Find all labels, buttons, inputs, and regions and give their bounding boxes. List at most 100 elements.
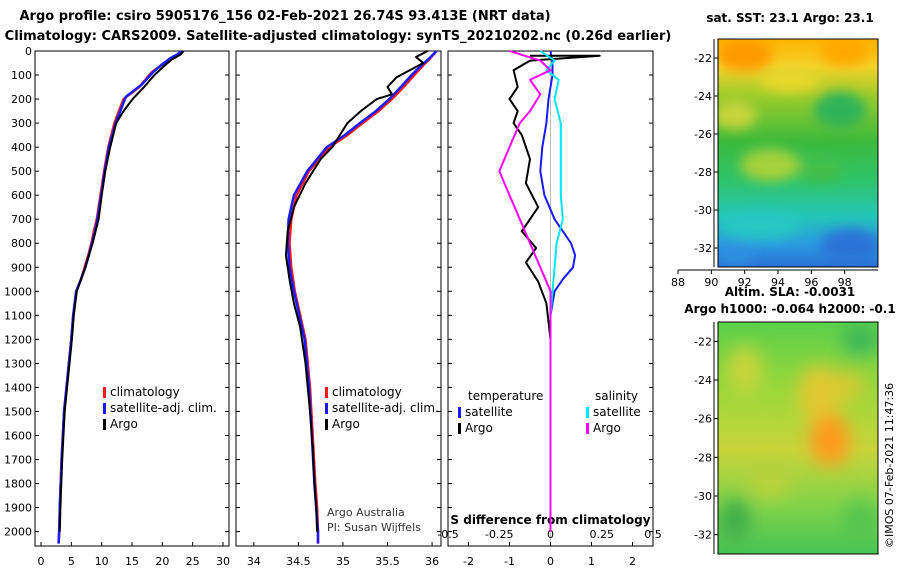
argo-line	[58, 50, 185, 532]
legend-temperature-heading: temperature	[468, 389, 543, 403]
sla-low-blob-1	[842, 324, 878, 356]
salinity-tick-label: -0.5	[437, 528, 458, 541]
sst-map-axes: -22 -24 -26 -28 -30 -32 88 90 92 94 96 98	[671, 39, 878, 289]
depth-tick-label: 0	[25, 45, 32, 58]
x-tick-label: 15	[125, 555, 139, 568]
map-y-tick-label: -28	[694, 166, 712, 179]
depth-tick-label: 500	[11, 165, 32, 178]
depth-tick-label: 1700	[4, 453, 32, 466]
map-y-tick-label: -30	[694, 490, 712, 503]
x-tick-label: 36	[425, 555, 439, 568]
temperature-argo-line	[508, 54, 601, 412]
sla-high-blob-3	[836, 371, 864, 399]
sla-low-blob-2	[719, 498, 751, 542]
legend-sal-argo-label: Argo	[593, 421, 621, 435]
legend-sal-satellite-swatch	[586, 407, 589, 418]
sst-mid-blob-4	[798, 158, 842, 182]
map-y-tick-label: -22	[694, 335, 712, 348]
legend-temp-satellite-label: satellite	[465, 405, 513, 419]
legend-satellite-label: satellite-adj. clim.	[110, 401, 217, 415]
profile-panel-0: 0100200300400500600700800900100011001200…	[4, 45, 230, 568]
legend-argo-swatch	[325, 419, 328, 430]
climatology-line	[288, 50, 438, 544]
depth-tick-label: 1600	[4, 429, 32, 442]
credit-line-1: Argo Australia	[327, 506, 405, 519]
map-x-tick-label: 94	[771, 276, 785, 289]
depth-tick-label: 1200	[4, 333, 32, 346]
x-tick-label: -1	[504, 555, 515, 568]
depth-tick-label: 700	[11, 213, 32, 226]
depth-tick-label: 800	[11, 237, 32, 250]
depth-tick-label: 1400	[4, 381, 32, 394]
sst-warm-blob-1	[718, 39, 773, 71]
map-y-tick-label: -26	[694, 413, 712, 426]
profile-panel-1: 34 34.5 35 35.5 36 climatology satellite-adj. …	[235, 50, 442, 568]
x-tick-label: 25	[186, 555, 200, 568]
sla-map-title: Altim. SLA: -0.0031	[725, 285, 856, 299]
x-tick-label: 30	[216, 555, 230, 568]
sst-cool-blob-2	[820, 229, 878, 261]
x-tick-label: 35	[336, 555, 350, 568]
satellite-line	[57, 49, 183, 544]
legend-argo-swatch	[103, 419, 106, 430]
depth-tick-label: 1900	[4, 502, 32, 515]
map-y-tick-label: -22	[694, 52, 712, 65]
sla-map-frame	[717, 321, 879, 555]
sst-cool-blob-1	[720, 211, 800, 239]
sla-mid-blob-2	[748, 462, 792, 498]
legend-climatology-label: climatology	[332, 385, 402, 399]
argo-line	[284, 50, 429, 532]
legend-temp-argo-label: Argo	[465, 421, 493, 435]
legend-temp-argo-swatch	[458, 423, 461, 434]
salinity-tick-label: 0.25	[590, 528, 615, 541]
sst-field-features	[718, 39, 878, 265]
sla-map-subtitle: Argo h1000: -0.064 h2000: -0.1	[684, 302, 895, 316]
map-y-tick-label: -30	[694, 204, 712, 217]
x-tick-label: 35.5	[375, 555, 400, 568]
imos-timestamp: ©IMOS 07-Feb-2021 11:47:36	[883, 383, 896, 548]
panel-frame	[235, 50, 442, 547]
sla-map-panel: Altim. SLA: -0.0031 Argo h1000: -0.064 h…	[684, 285, 896, 555]
map-y-tick-label: -26	[694, 128, 712, 141]
salinity-tick-label: 0.5	[644, 528, 662, 541]
sst-map-panel: sat. SST: 23.1 Argo: 23.1 -22	[671, 11, 879, 289]
depth-tick-label: 400	[11, 141, 32, 154]
sla-low-blob-3	[842, 500, 878, 540]
salinity-argo-line	[498, 50, 552, 532]
legend-satellite-label: satellite-adj. clim.	[332, 401, 439, 415]
sst-map-frame	[717, 38, 879, 268]
x-tick-label: -2	[463, 555, 474, 568]
depth-tick-label: 1000	[4, 285, 32, 298]
depth-tick-label: 1800	[4, 478, 32, 491]
map-y-tick-label: -24	[694, 374, 712, 387]
salinity-satellite-line	[539, 50, 564, 532]
depth-tick-label: 300	[11, 117, 32, 130]
sst-map-title: sat. SST: 23.1 Argo: 23.1	[706, 11, 873, 25]
map-y-tick-label: -32	[694, 242, 712, 255]
depth-tick-label: 100	[11, 69, 32, 82]
x-tick-label: 0	[547, 555, 554, 568]
panel-frame	[34, 50, 230, 547]
legend-climatology-label: climatology	[110, 385, 180, 399]
figure-title-line1: Argo profile: csiro 5905176_156 02-Feb-2…	[19, 9, 550, 24]
sla-heatmap	[718, 322, 878, 554]
map-x-tick-label: 92	[738, 276, 752, 289]
temperature-satellite-line	[539, 50, 577, 532]
salinity-tick-label: 0	[547, 528, 554, 541]
salinity-tick-label: -0.25	[485, 528, 513, 541]
x-tick-label: 20	[155, 555, 169, 568]
depth-tick-label: 200	[11, 93, 32, 106]
sst-warm-blob-3	[760, 68, 820, 92]
legend-sal-satellite-label: satellite	[593, 405, 641, 419]
legend-satellite-swatch	[103, 403, 106, 414]
x-tick-label: 5	[68, 555, 75, 568]
map-x-tick-label: 98	[838, 276, 852, 289]
profile-panel-2: -2 -1 0 1 2-0.5 -0.25 0 0.25 0.5S difference fro…	[437, 50, 662, 568]
legend-climatology-swatch	[325, 387, 328, 398]
sla-mid-blob-1	[727, 346, 763, 394]
x-tick-label: 10	[95, 555, 109, 568]
credit-line-2: PI: Susan Wijffels	[327, 521, 421, 534]
depth-tick-label: 600	[11, 189, 32, 202]
sst-cool-blob-3	[718, 245, 755, 265]
